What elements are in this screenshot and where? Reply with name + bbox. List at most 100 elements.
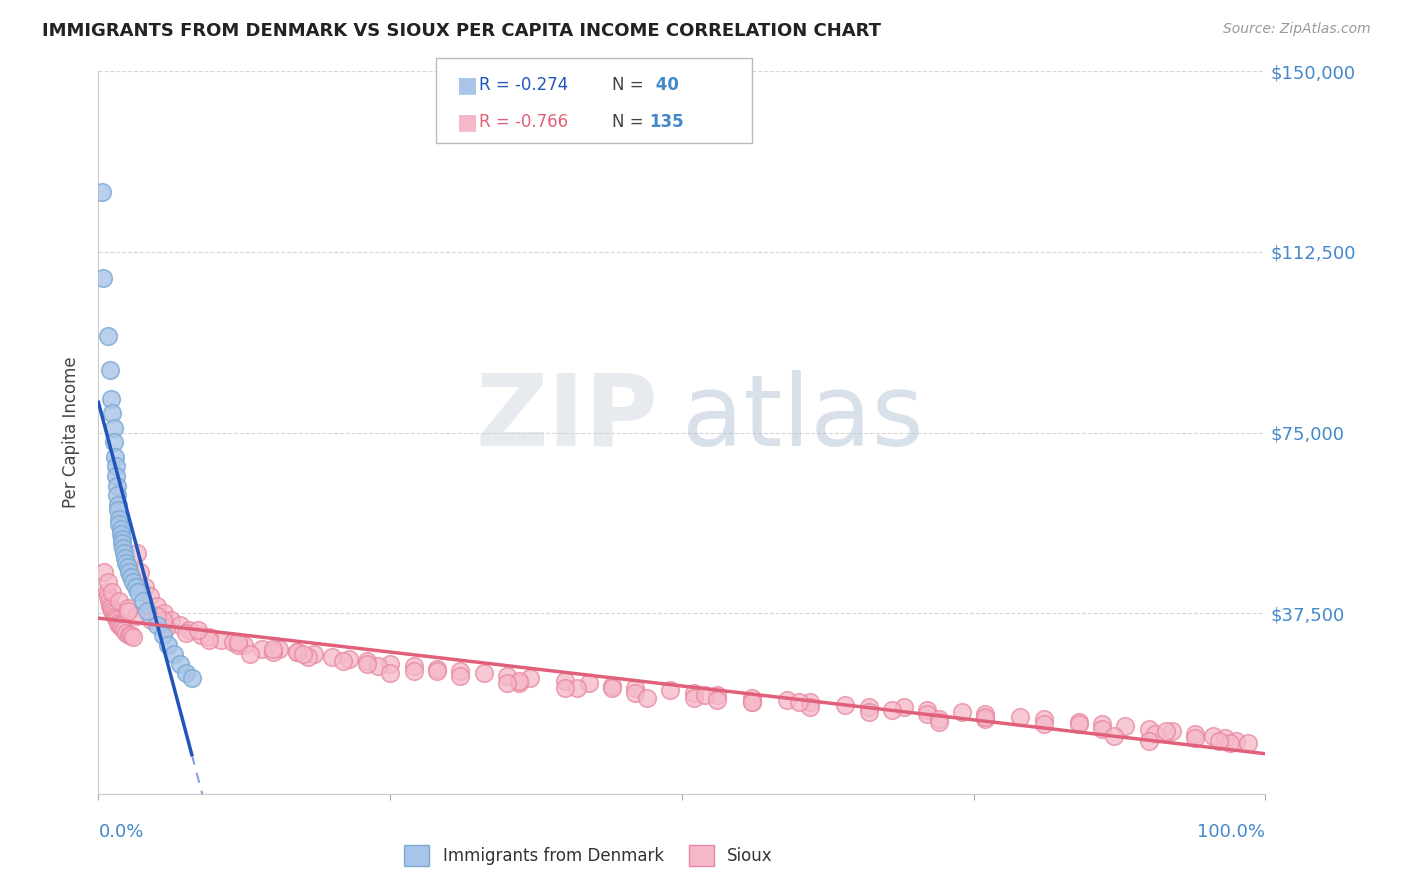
Point [103, 435, 125, 450]
Point [104, 459, 127, 474]
Point [554, 681, 576, 695]
Point [107, 615, 129, 630]
Point [659, 683, 682, 698]
Point [110, 526, 132, 541]
Point [1114, 719, 1136, 733]
Point [741, 695, 763, 709]
Point [1137, 734, 1160, 748]
Point [741, 690, 763, 705]
Point [682, 686, 704, 700]
Text: 100.0%: 100.0% [1198, 823, 1265, 841]
Point [600, 678, 623, 692]
Point [262, 642, 284, 657]
Point [134, 580, 156, 594]
Point [190, 628, 212, 642]
Point [152, 614, 174, 628]
Point [114, 550, 136, 565]
Point [120, 628, 142, 642]
Point [1202, 729, 1225, 743]
Point [928, 714, 950, 729]
Point [104, 608, 127, 623]
Point [107, 502, 129, 516]
Point [93, 566, 115, 580]
Point [228, 635, 250, 649]
Point [695, 688, 717, 702]
Text: atlas: atlas [682, 369, 924, 467]
Point [799, 700, 821, 714]
Point [304, 647, 326, 661]
Point [111, 532, 134, 546]
Point [402, 664, 425, 678]
Point [115, 556, 138, 570]
Point [269, 642, 291, 657]
Point [152, 628, 174, 642]
Point [799, 695, 821, 709]
Point [472, 666, 495, 681]
Point [157, 638, 180, 652]
Text: N =: N = [612, 113, 648, 131]
Point [108, 594, 131, 608]
Point [129, 566, 152, 580]
Point [508, 676, 530, 690]
Point [1184, 726, 1206, 740]
Point [508, 673, 530, 688]
Point [1032, 712, 1054, 726]
Point [104, 469, 127, 483]
Point [125, 546, 148, 560]
Point [1219, 736, 1241, 750]
Text: 0.0%: 0.0% [98, 823, 143, 841]
Text: N =: N = [612, 76, 648, 94]
Point [122, 574, 145, 589]
Point [706, 693, 728, 707]
Text: ■: ■ [457, 75, 478, 95]
Point [356, 655, 378, 669]
Point [1102, 729, 1125, 743]
Point [974, 710, 997, 724]
Point [139, 614, 162, 628]
Point [233, 638, 256, 652]
Point [111, 541, 134, 556]
Point [858, 700, 880, 714]
Point [155, 621, 177, 635]
Point [120, 570, 142, 584]
Point [636, 690, 658, 705]
Text: 135: 135 [650, 113, 685, 131]
Point [915, 707, 938, 722]
Point [332, 655, 354, 669]
Point [1161, 724, 1184, 739]
Point [108, 618, 131, 632]
Point [152, 607, 174, 621]
Point [337, 652, 360, 666]
Point [174, 625, 197, 640]
Point [519, 671, 541, 685]
Point [198, 632, 221, 647]
Point [706, 688, 728, 702]
Point [291, 647, 314, 661]
Point [146, 599, 169, 613]
Point [1143, 726, 1166, 740]
Point [624, 681, 647, 695]
Point [101, 406, 124, 420]
Point [367, 659, 389, 673]
Point [321, 649, 343, 664]
Point [741, 695, 763, 709]
Point [1010, 710, 1032, 724]
Point [380, 666, 402, 681]
Point [880, 703, 903, 717]
Point [915, 703, 938, 717]
Point [1237, 736, 1260, 750]
Point [1213, 731, 1236, 746]
Point [262, 645, 284, 659]
Point [1067, 717, 1090, 731]
Point [117, 601, 139, 615]
Point [496, 669, 519, 683]
Text: IMMIGRANTS FROM DENMARK VS SIOUX PER CAPITA INCOME CORRELATION CHART: IMMIGRANTS FROM DENMARK VS SIOUX PER CAP… [42, 22, 882, 40]
Point [112, 623, 135, 637]
Point [682, 690, 704, 705]
Point [187, 623, 209, 637]
Point [239, 647, 262, 661]
Point [426, 662, 449, 676]
Point [90, 185, 112, 199]
Point [174, 666, 197, 681]
Point [104, 450, 127, 464]
